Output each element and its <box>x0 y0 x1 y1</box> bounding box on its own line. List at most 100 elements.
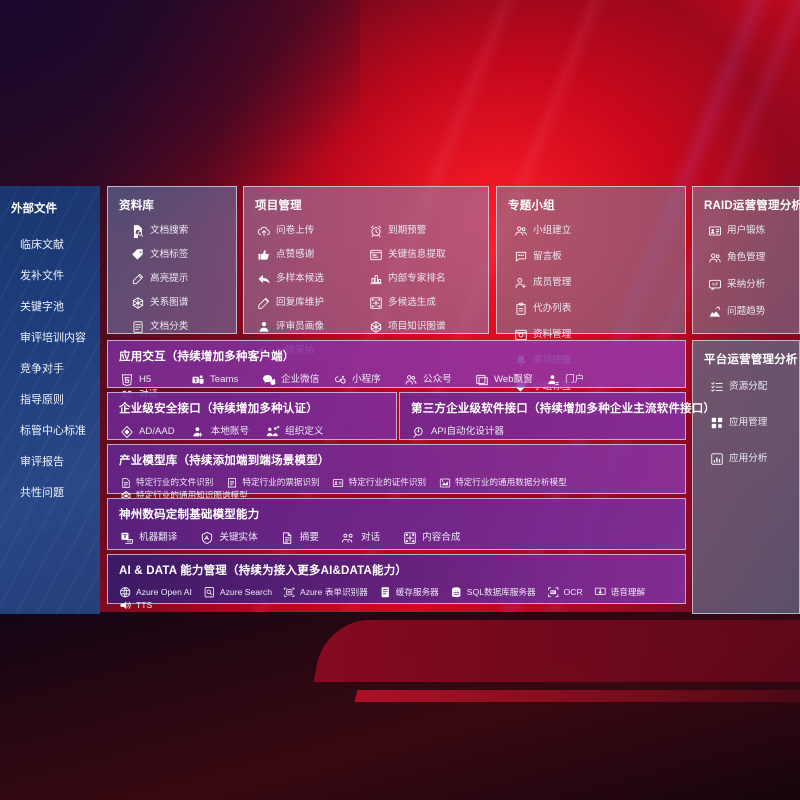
feature-item[interactable]: 组织定义 <box>265 424 323 439</box>
feature-item[interactable]: 公众号 <box>403 372 474 387</box>
feature-item[interactable]: 应用管理 <box>709 415 799 430</box>
person-add-icon <box>513 275 528 290</box>
compose-icon <box>402 530 417 545</box>
sidebar-item[interactable]: 发补文件 <box>20 270 64 282</box>
feature-item[interactable]: 采纳分析 <box>707 277 799 292</box>
feature-item[interactable]: 问题趋势 <box>707 304 799 319</box>
feature-item[interactable]: 角色管理 <box>707 250 799 265</box>
feature-item[interactable]: 摘要 <box>280 530 319 545</box>
feature-item[interactable]: 特定行业的证件识别 <box>332 476 426 489</box>
graph-icon <box>130 295 145 310</box>
feature-item-label: 公众号 <box>423 373 452 385</box>
portal-icon <box>545 372 560 387</box>
wecom-icon <box>261 372 276 387</box>
feature-item-label: API自动化设计器 <box>431 425 505 437</box>
feature-item[interactable]: SQL数据库服务器 <box>450 586 536 599</box>
feature-item[interactable]: 内部专家排名 <box>368 271 480 286</box>
feature-item-label: 特定行业的文件识别 <box>136 477 214 488</box>
feature-item[interactable]: TTS <box>119 599 152 612</box>
feature-item[interactable]: 多样本候选 <box>256 271 368 286</box>
sidebar: 外部文件 临床文献 发补文件 关键字池 审评培训内容 竞争对手 指导原则 标管中心标准 审评报… <box>0 186 100 614</box>
feature-item[interactable]: 机器翻译 <box>119 530 177 545</box>
feature-item[interactable]: 高亮提示 <box>130 271 236 286</box>
official-account-icon <box>403 372 418 387</box>
feature-item[interactable]: 用户锻炼 <box>707 223 799 238</box>
feature-item[interactable]: Azure Search <box>203 586 272 599</box>
feature-item[interactable]: 评审员画像 <box>256 319 368 334</box>
feature-item[interactable]: H5 <box>119 372 190 387</box>
feature-item[interactable]: Web飘窗 <box>474 372 545 387</box>
feature-item-label: Azure Open AI <box>136 587 192 598</box>
sidebar-item[interactable]: 关键字池 <box>20 301 64 313</box>
feature-item[interactable]: 内容合成 <box>402 530 461 545</box>
feature-item[interactable]: 特定行业的文件识别 <box>119 476 213 489</box>
feature-item[interactable]: 文档搜索 <box>130 223 236 238</box>
band-industry-models: 产业模型库（持续添加端到端场景模型） 特定行业的文件识别 特定行业的票据识别 特定行… <box>107 444 686 501</box>
feature-item[interactable]: 回复库维护 <box>256 295 368 310</box>
feature-item[interactable]: 多候选生成 <box>368 295 480 310</box>
feature-item[interactable]: API自动化设计器 <box>411 424 504 439</box>
sidebar-item[interactable]: 指导原则 <box>20 394 64 406</box>
band-title-ai-data: AI & DATA 能力管理（持续为接入更多AI&DATA能力） <box>119 565 408 577</box>
feature-item[interactable]: 本地账号 <box>191 424 249 439</box>
sidebar-item[interactable]: 竞争对手 <box>20 363 64 375</box>
feature-item-label: 组织定义 <box>285 425 324 437</box>
azure-ad-icon <box>119 424 134 439</box>
feature-item[interactable]: OCR <box>547 586 583 599</box>
sidebar-item[interactable]: 审评培训内容 <box>20 332 86 344</box>
feature-item[interactable]: 门户 <box>545 372 616 387</box>
feature-item[interactable]: AD/AAD <box>119 424 175 439</box>
feature-item[interactable]: 留言板 <box>513 249 601 264</box>
feature-item-label: 资源分配 <box>729 380 768 392</box>
feature-item[interactable]: 文档分类 <box>130 319 236 334</box>
receipt-recognize-icon <box>225 476 238 489</box>
feature-item-label: 采纳分析 <box>727 278 766 290</box>
feature-item-label: 文档分类 <box>150 320 189 332</box>
sidebar-item[interactable]: 标管中心标准 <box>20 425 86 437</box>
feature-item[interactable]: 关系图谱 <box>130 295 236 310</box>
feature-item-label: Teams <box>210 373 239 385</box>
feature-item[interactable]: 到期预警 <box>368 223 480 238</box>
feature-item[interactable]: 关键信息提取 <box>368 247 480 262</box>
feature-item[interactable]: 缓存服务器 <box>379 586 439 599</box>
panel-title-topic-group: 专题小组 <box>508 200 555 212</box>
feature-item[interactable]: 问卷上传 <box>256 223 368 238</box>
feature-item-label: 语音理解 <box>610 587 646 598</box>
feature-item[interactable]: 成员管理 <box>513 275 601 290</box>
sidebar-item[interactable]: 临床文献 <box>20 239 64 251</box>
person-icon <box>256 319 271 334</box>
feature-item[interactable]: 资源分配 <box>709 379 799 394</box>
panel-title-knowledge-base: 资料库 <box>119 200 155 212</box>
feature-item[interactable]: Teams <box>190 372 261 387</box>
feature-item[interactable]: 文档标签 <box>130 247 236 262</box>
feature-item-label: Azure Search <box>219 587 272 598</box>
feature-item[interactable]: 特定行业的通用知识图谱模型 <box>119 489 248 502</box>
feature-item-label: OCR <box>563 587 583 598</box>
feature-item[interactable]: 小组建立 <box>513 223 601 238</box>
feature-item-label: Azure 表单识别器 <box>299 587 368 598</box>
feature-item[interactable]: 资料管理 <box>513 327 601 342</box>
feature-item[interactable]: 项目知识图谱 <box>368 319 480 334</box>
feature-item[interactable]: 点赞感谢 <box>256 247 368 262</box>
sidebar-item[interactable]: 审评报告 <box>20 456 64 468</box>
feature-item[interactable]: 关键实体 <box>199 530 258 545</box>
file-recognize-icon <box>119 476 132 489</box>
feature-item[interactable]: 代办列表 <box>513 301 601 316</box>
feature-item[interactable]: Azure Open AI <box>119 586 192 599</box>
feature-item-label: 留言板 <box>533 250 562 262</box>
feature-item[interactable]: 小程序 <box>332 372 403 387</box>
feature-item[interactable]: 语音理解 <box>594 586 645 599</box>
feature-item-label: 资料管理 <box>533 328 572 340</box>
id-recognize-icon <box>332 476 345 489</box>
feature-item[interactable]: Azure 表单识别器 <box>283 586 368 599</box>
feature-item[interactable]: 应用分析 <box>709 451 799 466</box>
sidebar-item[interactable]: 共性问题 <box>20 487 64 499</box>
feature-item[interactable]: 企业微信 <box>261 372 332 387</box>
feature-item[interactable]: 特定行业的通用数据分析模型 <box>438 476 567 489</box>
feature-item-label: 对话 <box>360 531 381 543</box>
feature-item[interactable]: 特定行业的票据识别 <box>225 476 320 489</box>
feature-item-label: 关键信息提取 <box>388 248 446 260</box>
cloud-upload-icon <box>256 223 271 238</box>
feature-item[interactable]: 对话 <box>341 530 380 545</box>
feature-item-label: 内容合成 <box>422 531 461 543</box>
